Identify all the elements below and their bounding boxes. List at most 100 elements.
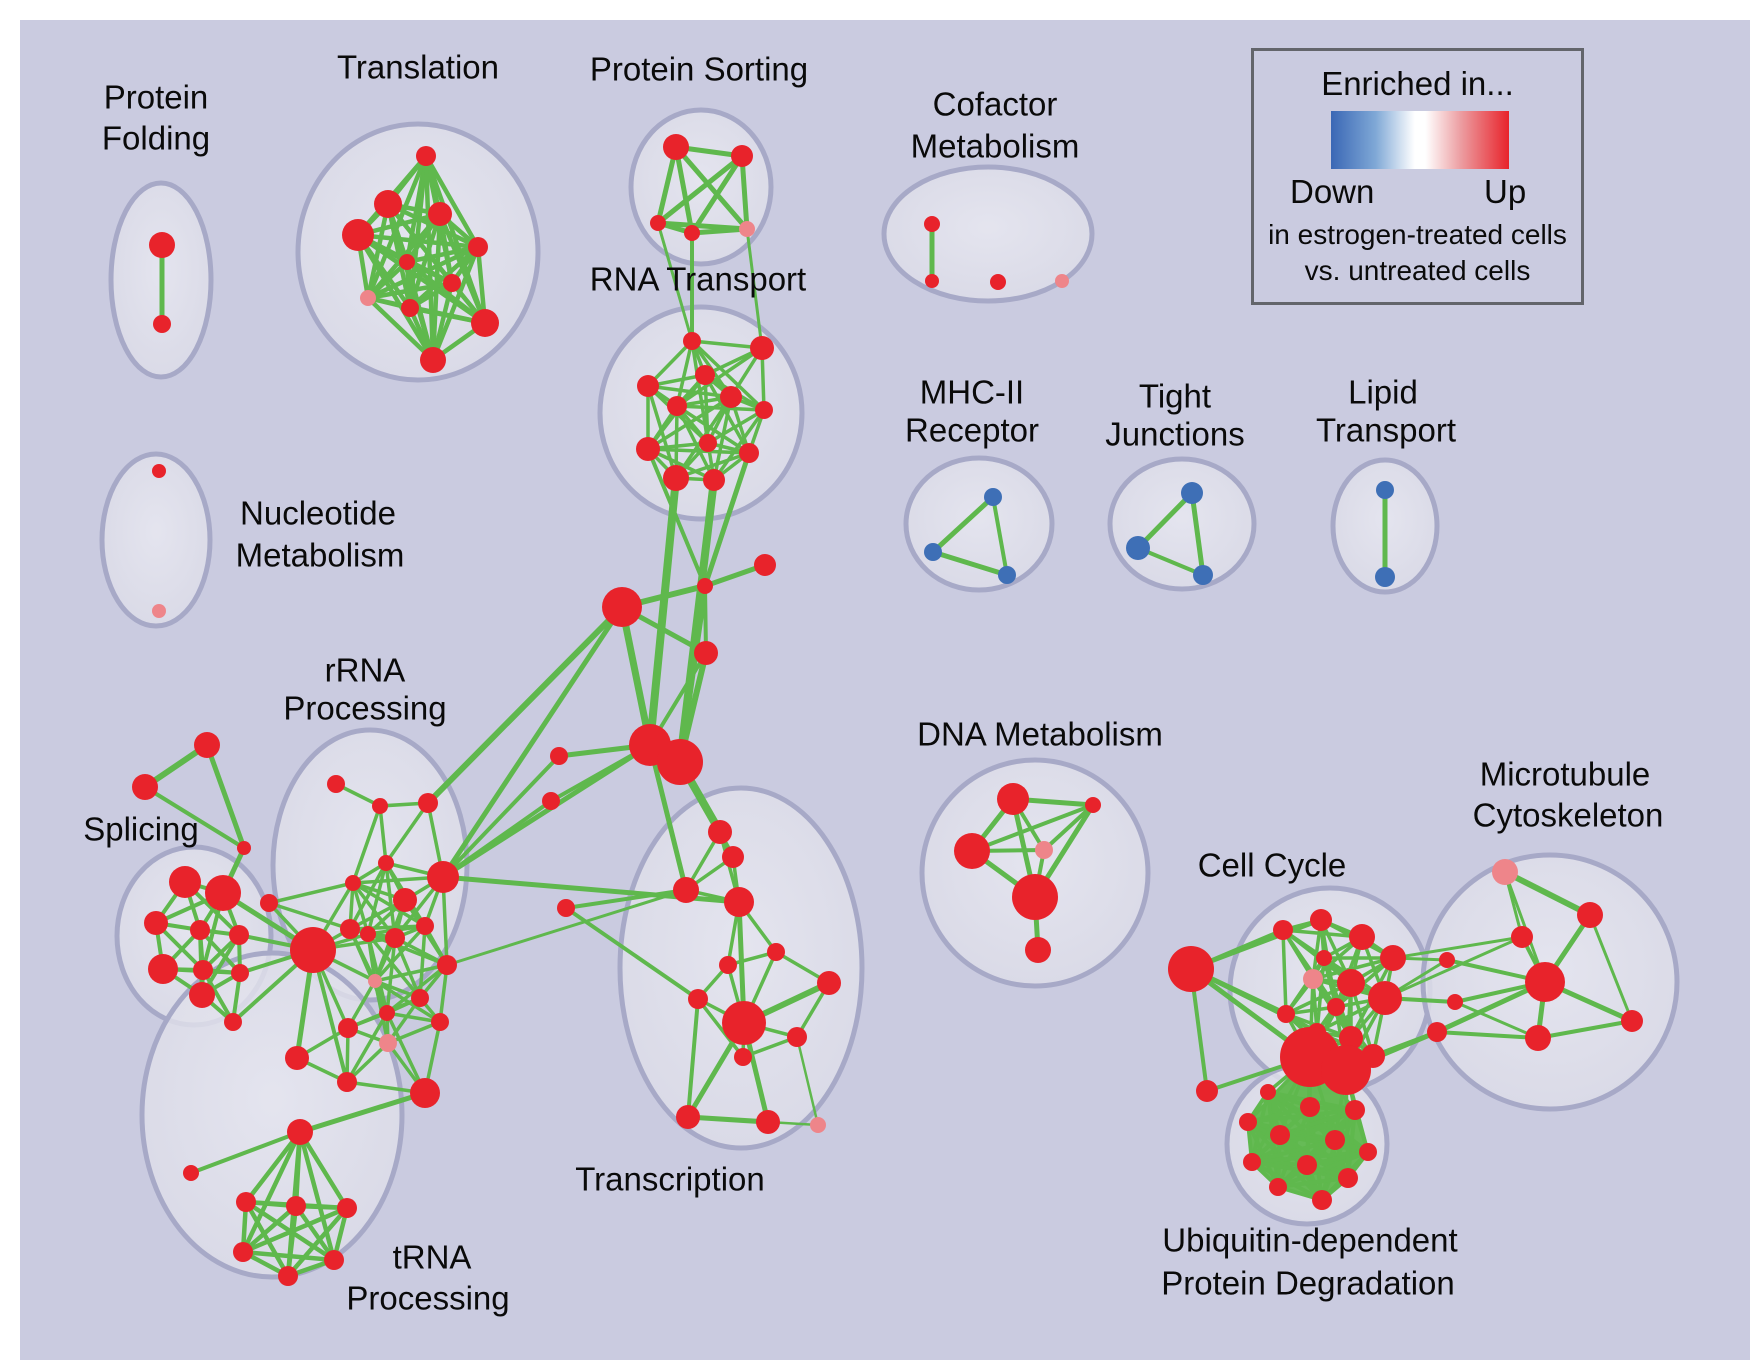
- edge-tn2-tn5: [293, 1203, 337, 1263]
- node-ccb: [1196, 1080, 1218, 1102]
- node-rt4: [637, 375, 659, 397]
- cluster-label: Cytoskeleton: [1473, 797, 1664, 834]
- node-ub9: [1359, 1143, 1377, 1161]
- edge-th-tn1: [243, 1129, 303, 1205]
- node-mt2: [1511, 926, 1533, 948]
- edge-ps2-ps5: [739, 153, 750, 232]
- legend: Enriched in... Down Up in estrogen-treat…: [1251, 48, 1584, 305]
- edge-mt1-mt5: [1588, 913, 1634, 1023]
- node-x14: [756, 1110, 780, 1134]
- node-rr14: [437, 955, 457, 975]
- node-rt9: [636, 437, 660, 461]
- node-d4: [1035, 841, 1053, 859]
- edge-x9-x12: [696, 997, 745, 1059]
- node-ub5: [1270, 1125, 1290, 1145]
- edge-rr6-jb: [440, 604, 625, 880]
- node-ub7: [1243, 1153, 1261, 1171]
- edge-rt2-rt5: [675, 346, 764, 408]
- edge-cch-cc2: [1189, 918, 1323, 971]
- node-nm2: [152, 604, 166, 618]
- edge-d2-d4: [1042, 803, 1095, 852]
- node-cc7: [1337, 969, 1365, 997]
- node-mtp: [1492, 859, 1518, 885]
- node-x3: [673, 877, 699, 903]
- node-tn3: [337, 1198, 357, 1218]
- node-rr10: [385, 928, 405, 948]
- cluster-label: Nucleotide: [240, 495, 396, 532]
- edge-ps1-ps3: [655, 144, 679, 226]
- node-ca: [550, 747, 568, 765]
- edge-rr22-rr23: [386, 996, 422, 1045]
- cluster-label: Junctions: [1105, 416, 1244, 453]
- node-s2: [132, 774, 158, 800]
- node-cf2: [925, 274, 939, 288]
- cluster-label: rRNA: [325, 652, 406, 689]
- edge-rr8-rr15: [267, 901, 352, 931]
- edge-cc4-ccp: [1311, 956, 1395, 981]
- edge-s1-s3: [204, 742, 247, 851]
- edge-rt7-rt8: [706, 408, 766, 445]
- cluster-label: Processing: [283, 690, 446, 727]
- node-d3: [954, 833, 990, 869]
- edge-d2-d3: [970, 803, 1095, 853]
- cluster-labels: Protein Folding Translation Protein Sorting…: [83, 49, 1663, 1317]
- node-rr15: [260, 894, 278, 912]
- node-mh2: [924, 543, 942, 561]
- edge-ps4-ps5: [689, 226, 750, 236]
- edge-ha-x3: [647, 742, 689, 893]
- edge-rr11-rr13: [373, 924, 427, 983]
- node-tr1: [416, 146, 436, 166]
- edge-rt9-j1: [646, 447, 707, 588]
- edge-jb-ha: [618, 603, 654, 749]
- edge-rr9-rr23: [366, 932, 422, 1000]
- node-ccp: [1303, 969, 1323, 989]
- edge-x5-x9: [564, 906, 700, 1001]
- edge-rr4-rr10: [384, 861, 397, 940]
- node-ti: [183, 1165, 199, 1181]
- node-hb: [657, 739, 703, 785]
- node-rr25: [337, 1072, 357, 1092]
- node-ub12: [1312, 1190, 1332, 1210]
- edge-tr5-tr11: [430, 244, 481, 363]
- node-cf4: [1055, 274, 1069, 288]
- node-x4: [724, 887, 754, 917]
- edge-rr22-rr24: [386, 1020, 442, 1045]
- node-jr: [754, 554, 776, 576]
- cluster-label: DNA Metabolism: [917, 716, 1163, 753]
- edge-tn3-tn4: [240, 1205, 350, 1255]
- edge-tn4-tn5: [240, 1249, 337, 1263]
- cluster-label: Microtubule: [1480, 756, 1651, 793]
- cluster-label: Processing: [346, 1280, 509, 1317]
- cluster-ellipse-rna-transport: [597, 304, 805, 522]
- cluster-label: Splicing: [83, 811, 199, 848]
- edge-rr14-x3: [445, 888, 688, 967]
- edge-rt9-rt10: [646, 447, 751, 455]
- node-cch: [1168, 946, 1214, 992]
- edge-rr5-rr15: [267, 881, 355, 905]
- node-cf1: [924, 216, 940, 232]
- node-ps1: [663, 134, 689, 160]
- cluster-label: Cofactor: [933, 86, 1058, 123]
- cluster-label: Metabolism: [236, 537, 405, 574]
- cluster-label: MHC-II: [920, 374, 1024, 411]
- node-cn3: [1427, 1022, 1447, 1042]
- edge-rr4-rr8: [348, 861, 388, 931]
- edge-cch-cc11: [1189, 967, 1319, 1034]
- node-ub3: [1345, 1100, 1365, 1120]
- node-sp5: [229, 925, 249, 945]
- node-ps3: [650, 215, 666, 231]
- cluster-label: Ubiquitin-dependent: [1162, 1222, 1457, 1259]
- node-mh3: [998, 566, 1016, 584]
- edge-ub9-ub11: [1276, 1150, 1370, 1189]
- node-rr7: [393, 888, 417, 912]
- node-x8: [817, 971, 841, 995]
- node-cgb: [1321, 1045, 1371, 1095]
- edge-tj1-tj3: [1189, 490, 1206, 578]
- edge-tr7-tr8: [365, 280, 455, 301]
- node-tr8: [360, 290, 376, 306]
- cluster-ellipse-nucleotide-metabolism: [99, 451, 213, 629]
- node-sp9: [189, 982, 215, 1008]
- node-tj1: [1181, 482, 1203, 504]
- node-rt12: [703, 469, 725, 491]
- cluster-label: Transcription: [575, 1161, 765, 1198]
